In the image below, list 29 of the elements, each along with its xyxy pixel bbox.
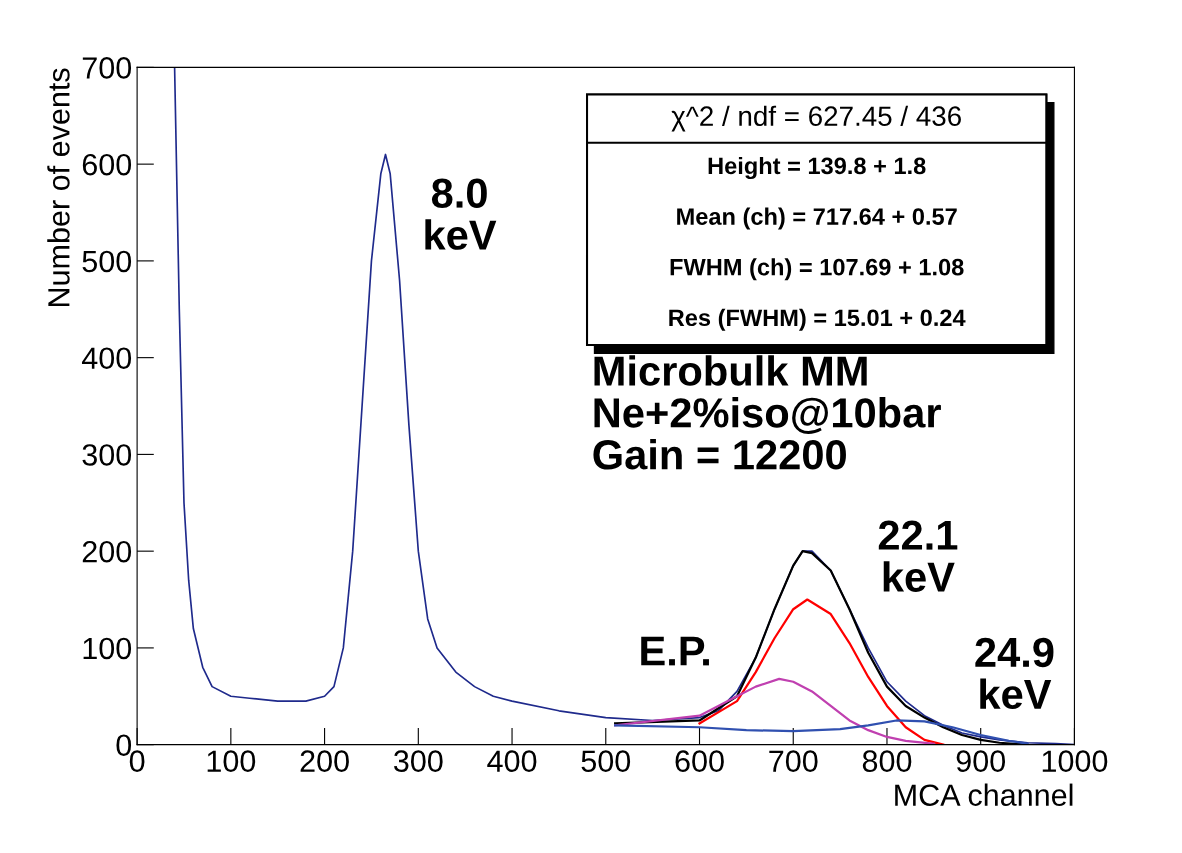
x-tick-label: 400 (487, 750, 537, 772)
x-tick-label: 500 (581, 750, 631, 772)
annotation: 8.0 keV (425, 178, 497, 250)
x-tick-label: 600 (675, 750, 724, 772)
annotation: Height = 139.8 + 1.8 (708, 156, 926, 180)
x-tick-label: 800 (862, 750, 912, 772)
annotation: FWHM (ch) = 107.69 + 1.08 (670, 258, 964, 281)
y-tick-label: 600 (82, 153, 132, 176)
y-tick-label: 200 (82, 540, 132, 563)
x-tick-label: 300 (393, 750, 443, 772)
annotation: χ^2 / ndf = 627.45 / 436 (671, 105, 961, 132)
y-tick-label: 100 (83, 637, 132, 660)
x-axis-title: MCA channel (895, 783, 1073, 807)
y-tick-label: 400 (81, 347, 132, 370)
annotation: 24.9 keV (975, 637, 1054, 710)
y-axis-title: Number of events (47, 68, 70, 307)
annotation: Microbulk MM Ne+2%iso@10bar Gain = 12200 (593, 355, 941, 470)
y-tick-label: 700 (82, 57, 132, 79)
y-tick-label: 300 (82, 444, 132, 466)
x-tick-label: 200 (300, 750, 349, 772)
x-tick-label: 100 (207, 750, 256, 772)
annotation: E.P. (641, 636, 709, 666)
x-tick-label: 900 (956, 750, 1005, 772)
x-tick-label: 1000 (1042, 750, 1108, 772)
annotation: Res (FWHM) = 15.01 + 0.24 (669, 308, 966, 331)
annotation: 22.1 keV (878, 520, 958, 592)
annotation: Mean (ch) = 717.64 + 0.57 (677, 207, 957, 230)
y-tick-label: 500 (82, 250, 132, 273)
x-tick-label: 700 (769, 750, 818, 772)
